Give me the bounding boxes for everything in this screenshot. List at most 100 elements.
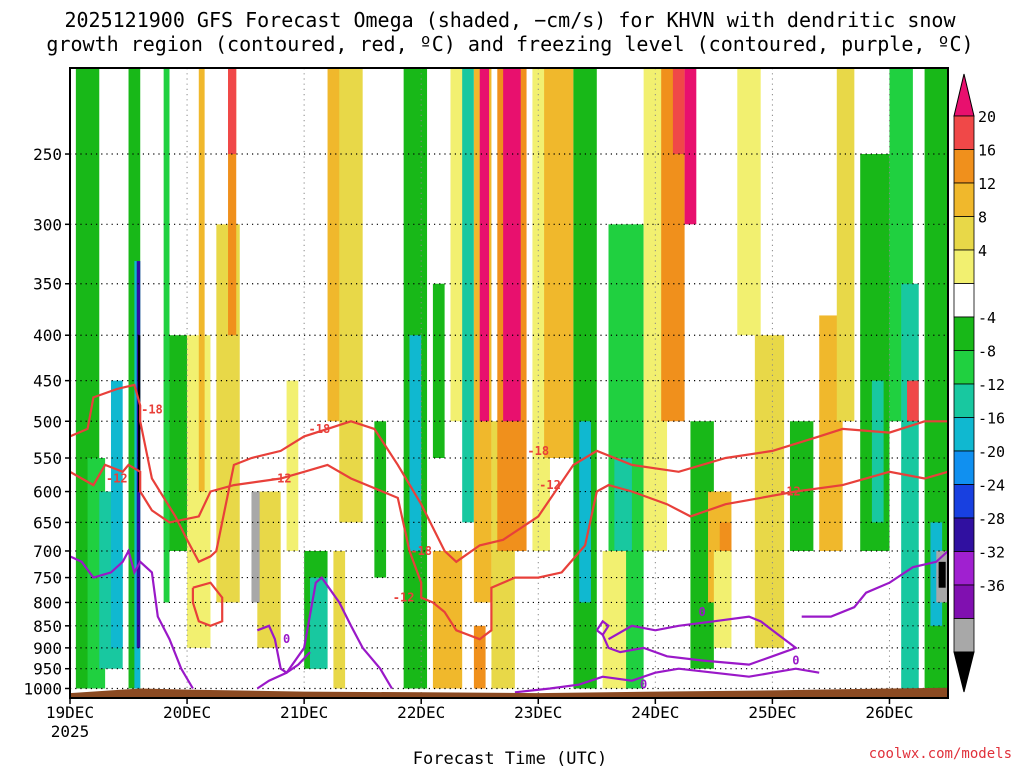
red-contour-label-2: -18: [410, 544, 432, 558]
x-year-label: 2025: [51, 722, 90, 741]
omega-shade-cell-35: [579, 421, 591, 602]
y-tick-label-3: 400: [33, 326, 62, 345]
omega-shade-cell-23: [409, 335, 421, 551]
x-tick-label-2: 21DEC: [280, 703, 328, 722]
x-tick-label-0: 19DEC: [46, 703, 94, 722]
y-tick-label-1: 300: [33, 215, 62, 234]
purple-contour-label-3: 0: [640, 678, 647, 692]
omega-cross-section-chart: 2025121900 GFS Forecast Omega (shaded, −…: [0, 0, 1024, 768]
omega-shade-cell-24: [433, 284, 445, 458]
omega-shade-cell-64: [714, 551, 732, 648]
y-tick-label-8: 650: [33, 513, 62, 532]
colorbar: 20 16 12 8 4 -4 -8 -12 -16 -20 -24 -28 -32 -36: [954, 74, 1005, 692]
omega-shade-cell-63: [603, 551, 626, 689]
omega-shade-cell-31: [503, 68, 521, 421]
colorbar-segment-14: [954, 585, 974, 619]
red-contour-label-5: -12: [270, 471, 292, 485]
omega-shade-cell-37: [614, 458, 632, 551]
y-tick-label-11: 800: [33, 593, 62, 612]
colorbar-segment-11: [954, 485, 974, 519]
x-tick-label-4: 23DEC: [514, 703, 562, 722]
colorbar-label-3: 8: [978, 209, 987, 227]
red-contour-label-6: -12: [539, 478, 561, 492]
omega-shade-cell-53: [901, 284, 919, 689]
red-contour-label-8: -12: [393, 591, 415, 605]
omega-shade-cell-16: [287, 381, 299, 551]
credit-text: coolwx.com/models: [869, 746, 1012, 762]
red-contour-label-3: -18: [527, 444, 549, 458]
colorbar-segment-9: [954, 418, 974, 452]
colorbar-label-8: -16: [978, 410, 1005, 428]
colorbar-segment-10: [954, 451, 974, 485]
purple-contour-label-1: 0: [699, 605, 706, 619]
omega-shade-cell-26: [462, 68, 474, 522]
x-tick-label-6: 25DEC: [748, 703, 796, 722]
omega-shade-cell-40: [673, 68, 685, 154]
omega-shade-cell-33: [544, 68, 573, 458]
colorbar-label-5: -4: [978, 309, 996, 327]
red-contour-label-1: -18: [309, 422, 331, 436]
colorbar-label-0: 20: [978, 108, 996, 126]
colorbar-label-10: -24: [978, 477, 1005, 495]
purple-contour-label-0: 0: [283, 632, 290, 646]
red-contour-label-4: -12: [106, 471, 128, 485]
colorbar-segment-12: [954, 518, 974, 552]
y-tick-label-14: 950: [33, 660, 62, 679]
red-contour-label-0: -18: [141, 403, 163, 417]
colorbar-bottom-arrow: [954, 652, 974, 692]
colorbar-segment-4: [954, 250, 974, 284]
y-tick-label-13: 900: [33, 639, 62, 658]
x-tick-label-1: 20DEC: [163, 703, 211, 722]
omega-shade-cell-14: [228, 68, 236, 154]
colorbar-label-11: -28: [978, 510, 1005, 528]
red-contour-label-7: -12: [779, 485, 801, 499]
omega-shade-cell-11: [199, 68, 205, 492]
colorbar-segment-2: [954, 183, 974, 217]
omega-shade-cell-49: [837, 68, 855, 421]
y-tick-label-7: 600: [33, 483, 62, 502]
y-tick-label-15: 1000: [23, 679, 62, 698]
colorbar-label-7: -12: [978, 376, 1005, 394]
omega-shade-cell-59: [251, 492, 259, 603]
purple-contour-label-2: 0: [792, 654, 799, 668]
omega-shade-cell-51: [872, 381, 884, 523]
y-tick-label-4: 450: [33, 372, 62, 391]
colorbar-label-1: 16: [978, 142, 996, 160]
colorbar-segment-13: [954, 552, 974, 586]
title-line-2: growth region (contoured, red, ºC) and f…: [46, 32, 973, 56]
y-tick-label-6: 550: [33, 449, 62, 468]
y-tick-label-0: 250: [33, 145, 62, 164]
x-axis: 19DEC 20DEC 21DEC 22DEC 23DEC 24DEC 25DEC 26DEC: [46, 698, 914, 722]
y-tick-label-5: 500: [33, 412, 62, 431]
x-tick-label-3: 22DEC: [397, 703, 445, 722]
x-tick-label-7: 26DEC: [865, 703, 913, 722]
colorbar-label-9: -20: [978, 443, 1005, 461]
omega-shade-cell-58: [939, 562, 946, 588]
y-axis: 250 300 350 400 450 500 550 600 650 700 750 800 850 9…: [23, 145, 70, 698]
colorbar-label-2: 12: [978, 175, 996, 193]
omega-shade-cell-45: [737, 68, 760, 335]
colorbar-segment-8: [954, 384, 974, 418]
omega-shade-cell-15: [257, 492, 280, 648]
colorbar-segment-7: [954, 351, 974, 385]
x-axis-title: Forecast Time (UTC): [413, 749, 607, 768]
omega-shade-cell-54: [907, 381, 919, 422]
y-tick-label-9: 700: [33, 542, 62, 561]
colorbar-segment-0: [954, 116, 974, 150]
colorbar-segment-6: [954, 317, 974, 351]
omega-shade-cell-61: [433, 551, 462, 689]
omega-shade-cell-20: [339, 68, 362, 522]
colorbar-label-6: -8: [978, 343, 996, 361]
colorbar-segment-15: [954, 619, 974, 653]
y-tick-label-10: 750: [33, 569, 62, 588]
colorbar-label-4: 4: [978, 242, 987, 260]
colorbar-segment-5: [954, 284, 974, 318]
colorbar-label-13: -36: [978, 577, 1005, 595]
omega-shade-cell-60: [333, 551, 345, 689]
title-line-1: 2025121900 GFS Forecast Omega (shaded, −…: [64, 8, 956, 32]
y-tick-label-2: 350: [33, 275, 62, 294]
y-tick-label-12: 850: [33, 617, 62, 636]
colorbar-top-arrow: [954, 74, 974, 116]
colorbar-label-12: -32: [978, 544, 1005, 562]
x-tick-label-5: 24DEC: [631, 703, 679, 722]
